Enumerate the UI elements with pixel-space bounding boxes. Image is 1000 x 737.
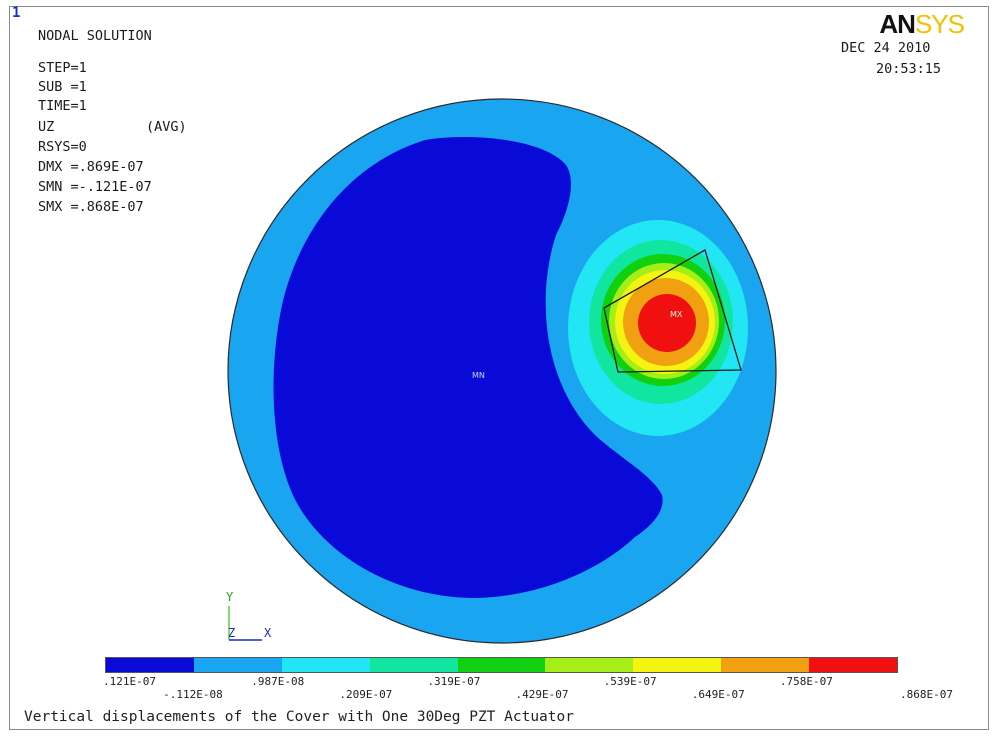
min-displacement-region: [273, 137, 663, 598]
time-label: TIME=1: [38, 98, 87, 114]
legend-tick-label: .539E-07: [603, 675, 657, 688]
legend-swatch: [545, 658, 634, 672]
step-label: STEP=1: [38, 60, 87, 76]
legend-swatch: [457, 658, 546, 672]
dmx-label: DMX =.869E-07: [38, 159, 144, 175]
legend-swatch: [193, 658, 282, 672]
avg-label: (AVG): [146, 119, 187, 135]
sub-label: SUB =1: [38, 79, 87, 95]
legend-tick-label: .758E-07: [779, 675, 833, 688]
triad-y-label: Y: [226, 590, 234, 604]
clock-label: 20:53:15: [876, 61, 942, 77]
logo-text-primary: AN: [879, 9, 916, 39]
legend-swatch: [281, 658, 370, 672]
max-marker: MX: [670, 310, 683, 319]
smx-label: SMX =.868E-07: [38, 199, 144, 215]
triad-z-label: Z: [228, 626, 235, 640]
triad-x-label: X: [264, 626, 272, 640]
logo-text-secondary: SYS: [914, 9, 965, 39]
legend-swatch: [633, 658, 722, 672]
legend-tick-label: .209E-07: [339, 688, 393, 701]
legend-swatch: [369, 658, 458, 672]
ansys-logo: ANSYS: [879, 9, 965, 39]
legend-tick-label: .868E-07: [900, 688, 953, 701]
legend-swatch: [721, 658, 810, 672]
window-number: 1: [12, 5, 21, 21]
min-marker: MN: [472, 371, 485, 380]
legend-tick-label: .649E-07: [691, 688, 745, 701]
contour-band-7: [638, 294, 696, 352]
plot-title: NODAL SOLUTION: [38, 28, 152, 44]
plot-caption: Vertical displacements of the Cover with…: [24, 709, 574, 725]
legend-swatch: [809, 658, 898, 672]
legend-tick-label: -.112E-08: [163, 688, 223, 701]
legend-tick-label: .987E-08: [251, 675, 305, 688]
legend-tick-label: .121E-07: [103, 675, 156, 688]
smn-label: SMN =-.121E-07: [38, 179, 152, 195]
date-label: DEC 24 2010: [841, 40, 931, 56]
contour-legend-bar: [105, 657, 898, 673]
pzt-actuator-outline: [603, 249, 742, 373]
quantity-label: UZ: [38, 119, 55, 135]
rsys-label: RSYS=0: [38, 139, 87, 155]
legend-tick-label: .319E-07: [427, 675, 481, 688]
legend-tick-label: .429E-07: [515, 688, 569, 701]
legend-swatch: [106, 658, 194, 672]
